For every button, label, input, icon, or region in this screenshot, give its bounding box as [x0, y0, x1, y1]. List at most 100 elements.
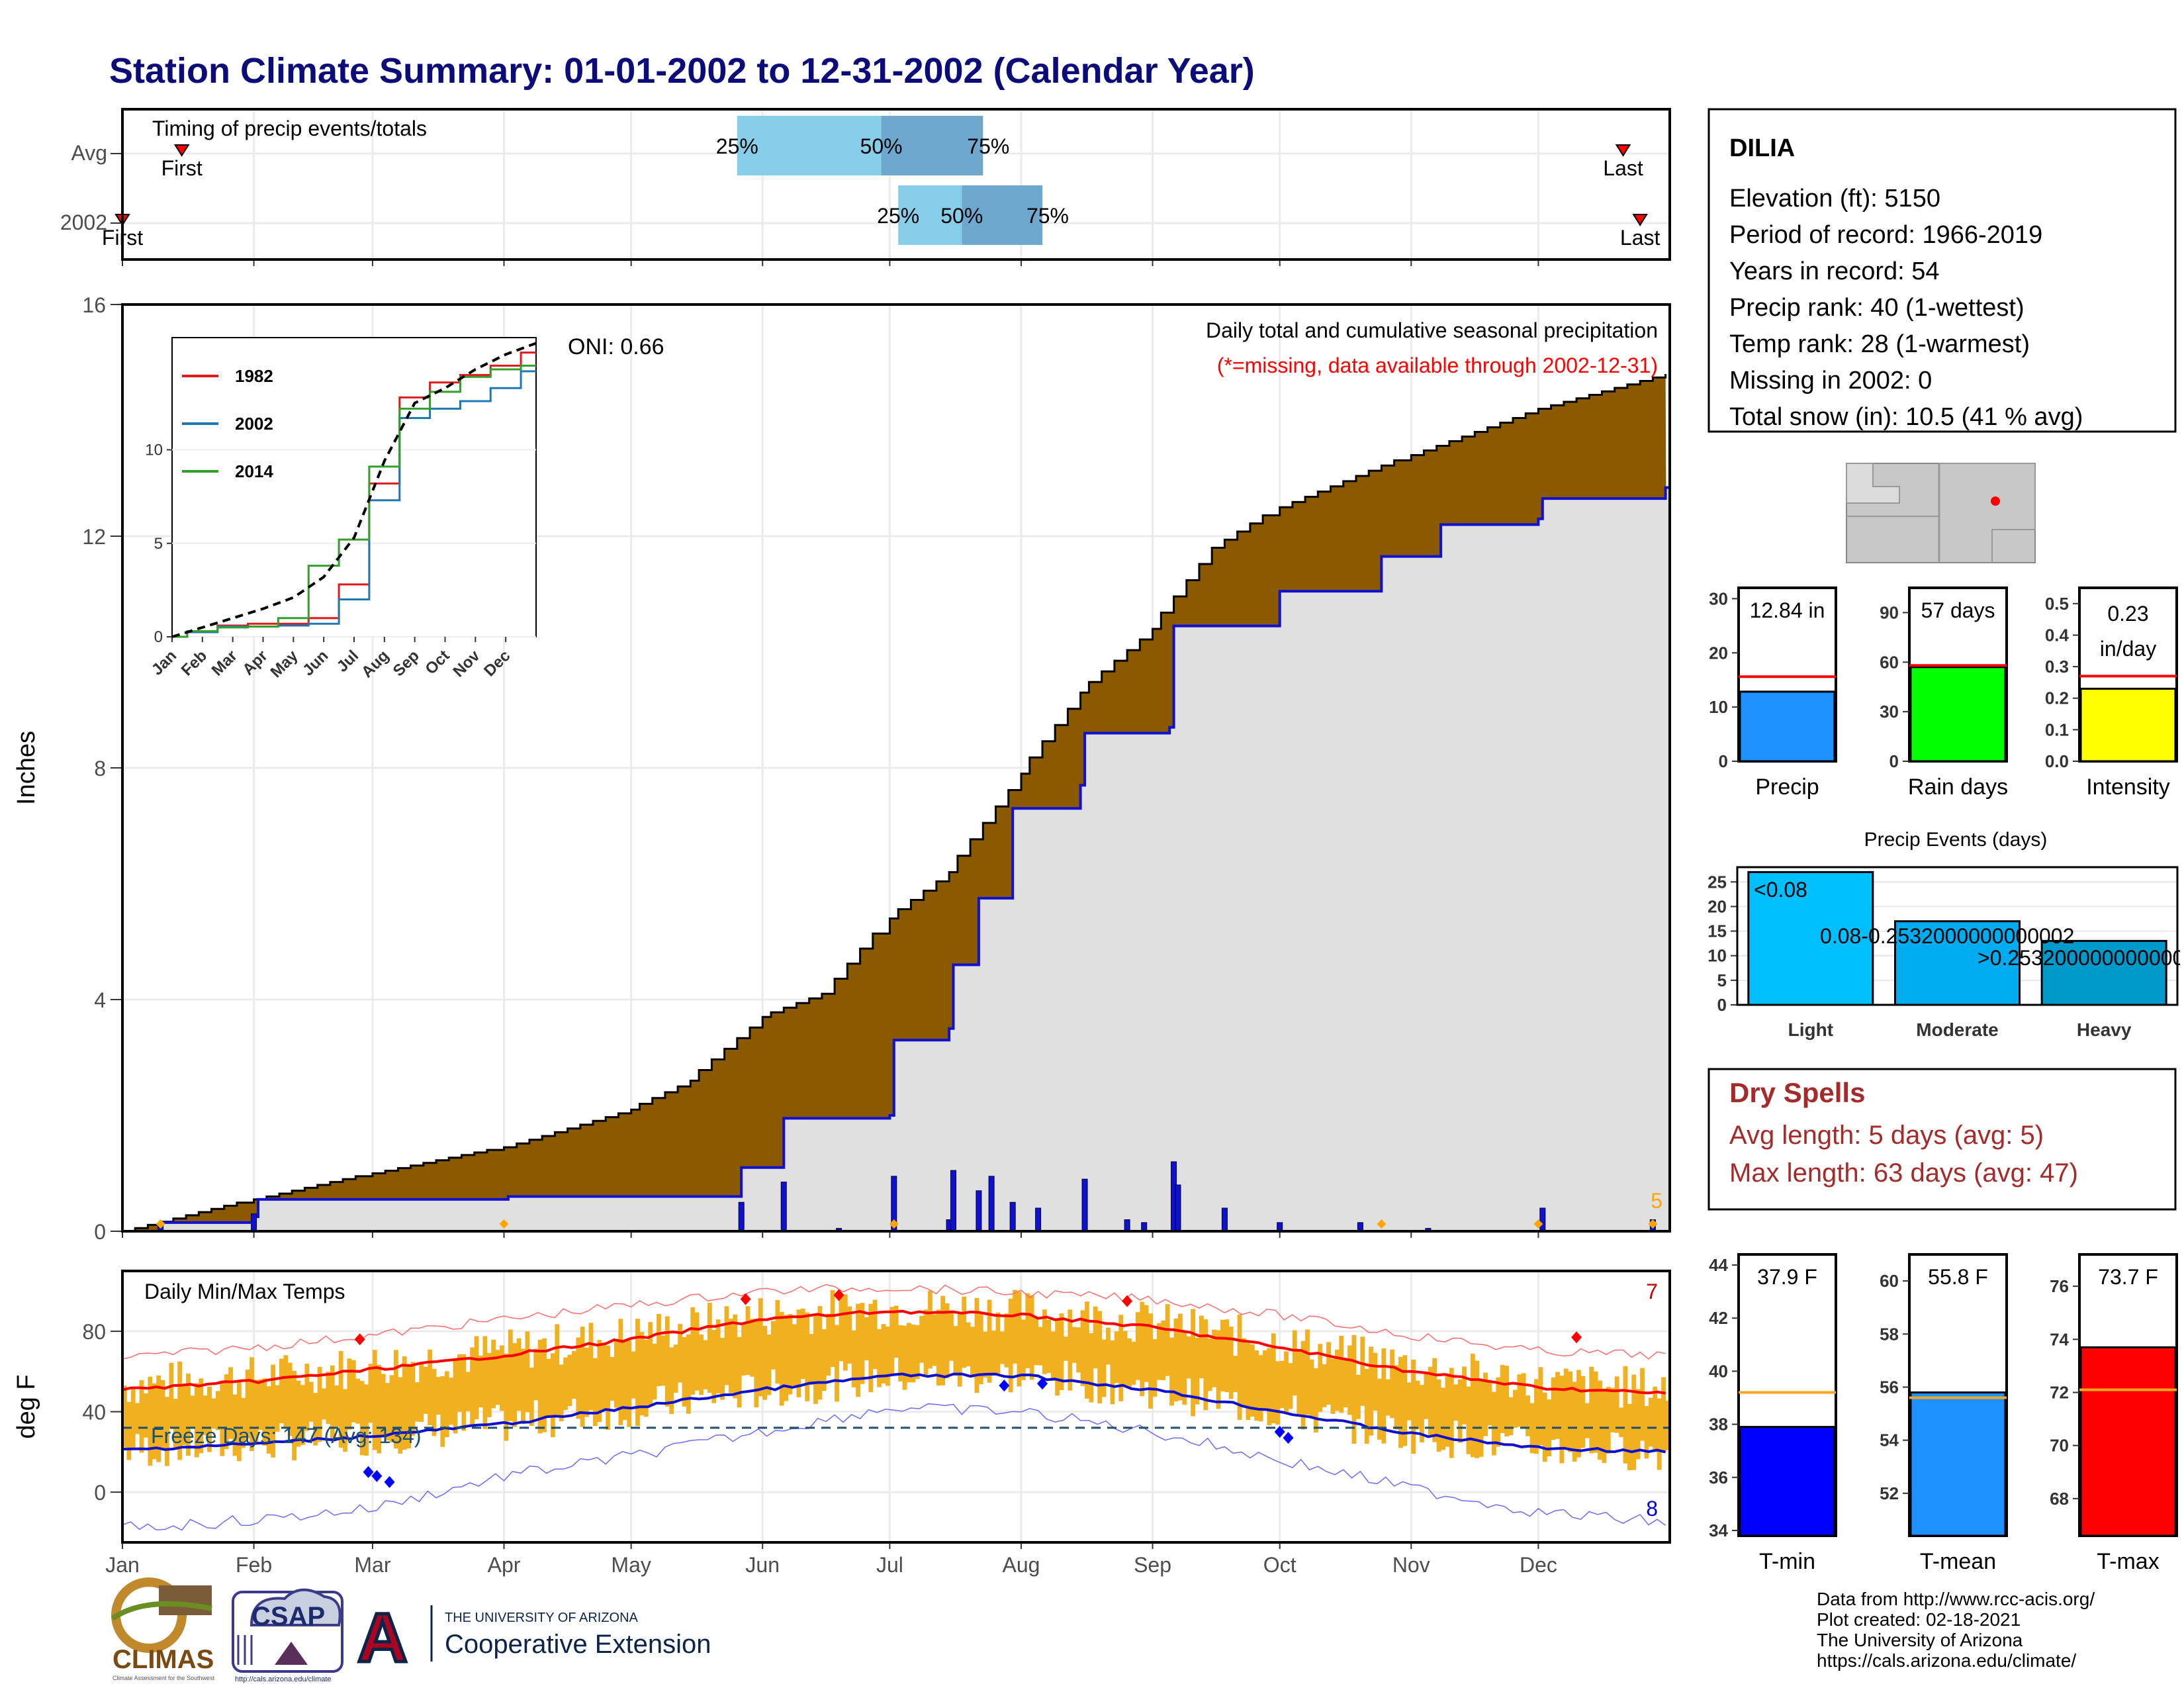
daily-temp-bar — [1216, 1330, 1221, 1409]
footer: Data from http://www.rcc-acis.org/ Plot … — [1817, 1589, 2095, 1671]
daily-temp-bar — [690, 1307, 696, 1395]
daily-temp-bar — [156, 1375, 161, 1462]
daily-temp-bar — [1271, 1333, 1276, 1423]
y-tick-label: 0.3 — [2045, 657, 2069, 677]
y-tick-label: 0 — [1719, 751, 1728, 771]
daily-temp-bar — [902, 1325, 907, 1390]
last-label: Last — [1620, 226, 1661, 250]
last-label: Last — [1603, 156, 1643, 180]
daily-temp-bar — [1665, 1400, 1670, 1450]
daily-temp-bar — [1640, 1368, 1645, 1441]
event-bar — [1747, 870, 1874, 1006]
y-tick-label: 56 — [1880, 1377, 1899, 1397]
stat-axis-label: T-max — [2097, 1549, 2159, 1574]
daily-temp-bar — [385, 1383, 390, 1441]
daily-temp-bar — [1466, 1386, 1471, 1454]
daily-temp-bar — [1635, 1389, 1641, 1460]
daily-temp-bar — [1402, 1355, 1408, 1446]
daily-temp-bar — [1038, 1327, 1043, 1366]
stat-bar — [2079, 1346, 2177, 1537]
obs-cumulative-line — [122, 486, 1670, 1233]
daily-temp-bar — [1169, 1337, 1174, 1406]
daily-temp-bar — [664, 1316, 670, 1407]
y-tick-label: 0.4 — [2045, 625, 2070, 645]
y-tick-label: 15 — [1707, 921, 1727, 941]
y-tick-label: 10 — [1709, 697, 1728, 717]
record-max-line — [122, 1284, 1666, 1360]
daily-temp-bar — [160, 1380, 165, 1449]
row-label: Avg — [71, 141, 107, 165]
y-tick-label: 52 — [1880, 1483, 1899, 1503]
daily-temp-bar — [338, 1350, 343, 1448]
avg-min-line — [122, 1372, 1666, 1454]
timing-bar-q1 — [898, 185, 962, 245]
daily-temp-bar — [1093, 1306, 1098, 1369]
daily-temp-bar — [1598, 1380, 1602, 1460]
daily-temp-bar — [1013, 1289, 1017, 1364]
daily-precip-bar — [1081, 1178, 1088, 1232]
inset-y-tick-label: 5 — [154, 535, 163, 553]
daily-temp-bar — [631, 1351, 636, 1399]
daily-temp-bar — [1483, 1372, 1488, 1436]
record-high-marker — [740, 1293, 751, 1305]
daily-temp-bar — [1203, 1319, 1208, 1411]
y-tick-label: 76 — [2050, 1276, 2069, 1296]
daily-temp-bar — [308, 1382, 314, 1422]
tmax-stat: 68 70 72 74 76 73.7 F T-max — [2050, 1253, 2178, 1574]
dry-spells-box: Dry Spells Avg length: 5 days (avg: 5) M… — [1707, 1068, 2177, 1211]
daily-temp-bar — [911, 1324, 916, 1383]
y-tick-label: 16 — [82, 293, 106, 317]
daily-temp-bar — [1369, 1346, 1374, 1436]
daily-temp-bar — [1233, 1356, 1238, 1392]
daily-temp-bar — [236, 1380, 242, 1462]
university-of-arizona-logo: A THE UNIVERSITY OF ARIZONA Cooperative … — [356, 1598, 711, 1679]
daily-temp-bar — [974, 1297, 979, 1393]
daily-temp-bar — [995, 1312, 1001, 1374]
y-tick-label: 38 — [1709, 1415, 1728, 1434]
daily-temp-bar — [550, 1353, 555, 1437]
daily-temp-bar — [190, 1395, 195, 1428]
y-tick-label: 74 — [2050, 1329, 2069, 1349]
daily-temp-bar — [1385, 1379, 1390, 1416]
freeze-days-label: Freeze Days: 147 (Avg: 134) — [151, 1424, 422, 1448]
x-tick-label: Jan — [105, 1553, 140, 1577]
daily-temp-bar — [228, 1367, 233, 1439]
oni-label: ONI: 0.66 — [568, 334, 664, 359]
daily-temp-bar — [915, 1325, 920, 1380]
daily-temp-bar — [779, 1311, 784, 1406]
daily-temp-bar — [1445, 1376, 1450, 1447]
daily-temp-bar — [257, 1379, 263, 1430]
daily-temp-bar — [1199, 1315, 1204, 1379]
daily-temp-bar — [1555, 1372, 1560, 1439]
daily-temp-bar — [889, 1307, 895, 1374]
daily-temp-bar — [457, 1354, 462, 1412]
daily-temp-bar — [762, 1326, 768, 1400]
daily-temp-bar — [343, 1389, 347, 1452]
footer-line: Plot created: 02-18-2021 — [1817, 1609, 2021, 1630]
y-tick-label: 30 — [1709, 588, 1728, 608]
daily-temp-bar — [135, 1403, 140, 1434]
daily-temp-bar — [359, 1381, 365, 1456]
daily-temp-bar — [1212, 1329, 1217, 1387]
daily-temp-bar — [220, 1380, 225, 1456]
events-clip — [2180, 861, 2184, 1006]
temps-panel: Daily Min/Max Temps Freeze Days: 147 (Avg… — [13, 1270, 1671, 1577]
daily-temp-bar — [347, 1358, 352, 1430]
daily-temp-bar — [835, 1325, 839, 1402]
daily-temp-bar — [745, 1306, 751, 1375]
extreme-precip-marker — [889, 1219, 899, 1229]
daily-temp-bar — [766, 1334, 772, 1395]
daily-temp-bar — [1534, 1379, 1539, 1454]
daily-temp-bar — [1110, 1340, 1115, 1405]
y-tick-label: 10 — [1707, 946, 1727, 966]
daily-precip-bar — [1035, 1207, 1042, 1232]
location-map-icon — [1846, 463, 2036, 563]
daily-temp-bar — [211, 1398, 216, 1429]
daily-temp-bar — [266, 1386, 271, 1454]
daily-temp-bar — [389, 1375, 394, 1443]
daily-temp-bar — [1050, 1331, 1056, 1381]
y-tick-label: 4 — [94, 988, 106, 1012]
daily-temp-bar — [1008, 1298, 1013, 1393]
daily-temp-bar — [1275, 1361, 1281, 1425]
daily-temp-bar — [830, 1289, 835, 1368]
